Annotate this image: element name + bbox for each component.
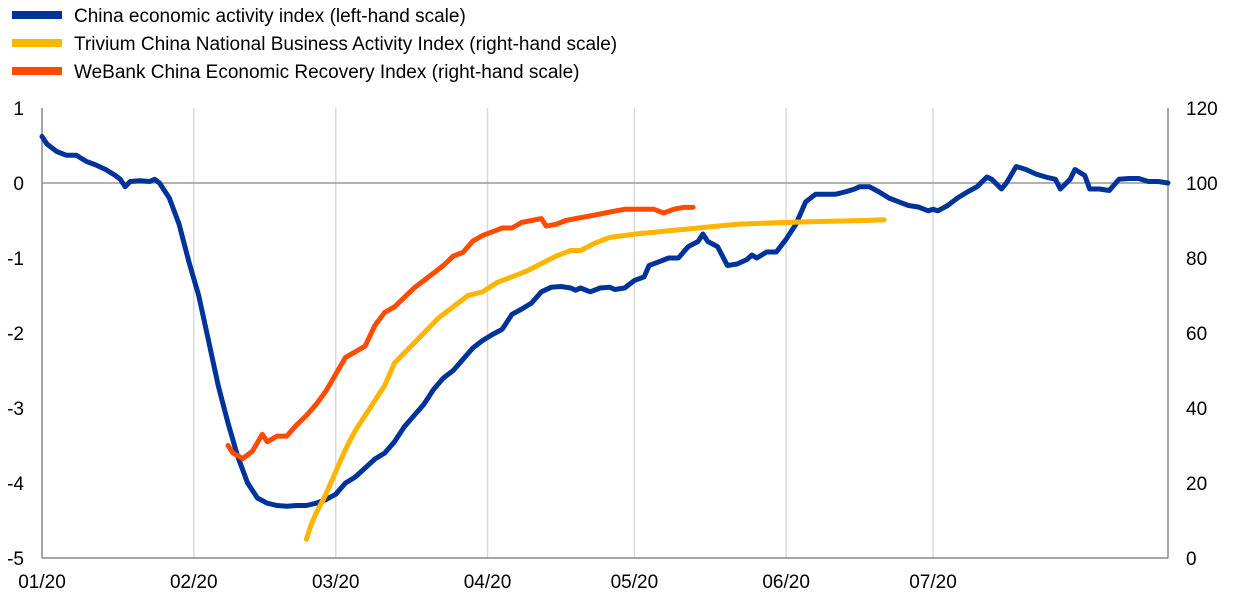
left-y-tick-label: 1 bbox=[13, 99, 24, 120]
legend-label: WeBank China Economic Recovery Index (ri… bbox=[74, 62, 580, 83]
axes: 01/20 02/20 03/20 04/20 05/20 06/20 07/20 1 0 -1 -… bbox=[7, 99, 1218, 593]
right-y-tick-label: 100 bbox=[1186, 174, 1218, 195]
right-y-tick-label: 20 bbox=[1186, 474, 1207, 495]
right-y-tick-label: 60 bbox=[1186, 324, 1207, 345]
right-y-tick-label: 40 bbox=[1186, 399, 1207, 420]
right-y-tick-label: 120 bbox=[1186, 99, 1218, 120]
legend-swatch bbox=[12, 39, 62, 47]
series-line-3 bbox=[225, 204, 696, 462]
x-tick-label: 03/20 bbox=[312, 572, 360, 593]
legend-label: China economic activity index (left-hand… bbox=[74, 6, 466, 27]
legend-swatch bbox=[12, 11, 62, 19]
x-tick-label: 06/20 bbox=[762, 572, 810, 593]
left-y-tick-label: -4 bbox=[7, 474, 24, 495]
x-tick-label: 01/20 bbox=[18, 572, 66, 593]
left-y-tick-label: -3 bbox=[7, 399, 24, 420]
series-line-2 bbox=[303, 217, 887, 542]
x-tick-label: 04/20 bbox=[464, 572, 512, 593]
x-tick-label: 02/20 bbox=[170, 572, 218, 593]
legend-label: Trivium China National Business Activity… bbox=[74, 34, 617, 55]
series-line-1 bbox=[39, 134, 1171, 509]
left-y-tick-label: -2 bbox=[7, 324, 24, 345]
x-tick-label: 05/20 bbox=[611, 572, 659, 593]
right-y-tick-label: 0 bbox=[1186, 549, 1197, 570]
x-tick-label: 07/20 bbox=[909, 572, 957, 593]
grid bbox=[42, 108, 1168, 558]
legend: China economic activity index (left-hand… bbox=[12, 6, 617, 83]
left-y-tick-label: 0 bbox=[13, 174, 24, 195]
right-y-tick-label: 80 bbox=[1186, 249, 1207, 270]
legend-swatch bbox=[12, 67, 62, 75]
left-y-tick-label: -5 bbox=[7, 549, 24, 570]
left-y-tick-label: -1 bbox=[7, 249, 24, 270]
series-lines bbox=[39, 134, 1171, 542]
